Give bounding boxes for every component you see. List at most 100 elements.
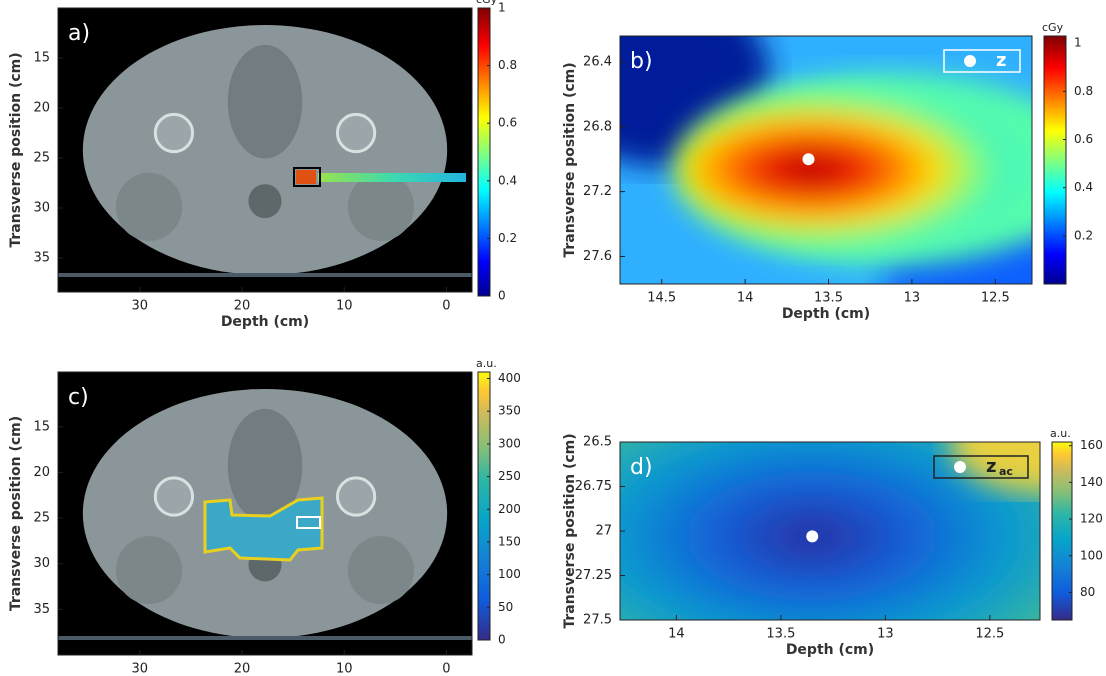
x-tick-label: 0 xyxy=(442,299,450,314)
colorbar-tick-label: 250 xyxy=(498,469,521,483)
colorbar-tick-label: 1 xyxy=(498,1,506,15)
y-tick-label: 30 xyxy=(33,556,50,571)
rectum xyxy=(248,184,281,218)
muscle xyxy=(348,173,414,241)
colorbar-tick-label: 0 xyxy=(498,289,506,303)
colorbar xyxy=(478,8,490,296)
plot-area xyxy=(58,372,472,655)
colorbar-tick-label: 300 xyxy=(498,436,521,450)
colorbar-unit: a.u. xyxy=(1050,427,1071,440)
panel-label: d) xyxy=(630,455,653,480)
y-tick-label: 15 xyxy=(33,419,50,434)
x-tick-label: 12.5 xyxy=(981,291,1010,306)
y-tick-label: 26.8 xyxy=(583,119,612,134)
colorbar-unit: cGy xyxy=(1042,21,1064,34)
legend-subscript: ac xyxy=(999,465,1013,478)
x-tick-label: 30 xyxy=(132,299,149,314)
x-tick-label: 13.5 xyxy=(814,291,843,306)
y-tick-label: 20 xyxy=(33,101,50,116)
colorbar-tick-label: 0.2 xyxy=(498,231,517,245)
y-axis-label: Transverse position (cm) xyxy=(8,52,24,247)
x-tick-label: 14 xyxy=(668,627,685,642)
hip-bone xyxy=(337,114,374,151)
colorbar-unit: a.u. xyxy=(476,357,497,370)
x-tick-label: 30 xyxy=(132,662,149,676)
heat-core xyxy=(678,89,1058,249)
dose-peak xyxy=(296,170,316,184)
colorbar-tick-label: 150 xyxy=(498,534,521,548)
colorbar-tick-label: 50 xyxy=(498,600,513,614)
muscle xyxy=(348,536,414,604)
figure: a)30201001520253035Depth (cm)Transverse … xyxy=(0,0,1106,676)
x-axis-label: Depth (cm) xyxy=(221,314,309,330)
colorbar-tick-label: 140 xyxy=(1080,475,1103,489)
y-tick-label: 27.6 xyxy=(583,249,612,264)
x-tick-label: 10 xyxy=(336,662,353,676)
beam xyxy=(318,173,466,182)
legend-label: z xyxy=(996,50,1006,71)
point xyxy=(806,530,818,542)
colorbar-tick-label: 0.6 xyxy=(1074,132,1093,146)
x-tick-label: 20 xyxy=(234,662,251,676)
y-tick-label: 27.5 xyxy=(583,613,612,628)
colorbar-tick-label: 120 xyxy=(1080,512,1103,526)
y-axis-label: Transverse position (cm) xyxy=(8,416,24,611)
panel-label: b) xyxy=(630,49,653,74)
panel-label: c) xyxy=(68,385,89,410)
x-axis-label: Depth (cm) xyxy=(782,306,870,322)
colorbar-tick-label: 0 xyxy=(498,633,506,647)
muscle xyxy=(116,536,182,604)
x-tick-label: 13.5 xyxy=(766,627,795,642)
colorbar-tick-label: 0.4 xyxy=(498,173,517,187)
colorbar-unit: cGy xyxy=(476,0,498,6)
y-tick-label: 35 xyxy=(33,602,50,617)
colorbar-tick-label: 160 xyxy=(1080,438,1103,452)
y-tick-label: 26.75 xyxy=(575,479,612,494)
colorbar-tick-label: 100 xyxy=(1080,548,1103,562)
y-tick-label: 25 xyxy=(33,511,50,526)
x-tick-label: 14 xyxy=(737,291,754,306)
x-tick-label: 13 xyxy=(904,291,921,306)
y-tick-label: 27 xyxy=(595,524,612,539)
hip-bone xyxy=(155,114,192,151)
colorbar-tick-label: 80 xyxy=(1080,585,1095,599)
x-tick-label: 12.5 xyxy=(975,627,1004,642)
colorbar-tick-label: 0.4 xyxy=(1074,180,1093,194)
panel-label: a) xyxy=(68,21,90,46)
x-tick-label: 13 xyxy=(877,627,894,642)
y-tick-label: 27.2 xyxy=(583,184,612,199)
y-tick-label: 27.25 xyxy=(575,568,612,583)
x-tick-label: 0 xyxy=(442,662,450,676)
y-tick-label: 15 xyxy=(33,51,50,66)
plot-area xyxy=(58,8,472,292)
colorbar-tick-label: 1 xyxy=(1074,36,1082,50)
x-axis-label: Depth (cm) xyxy=(786,642,874,658)
colorbar-tick-label: 100 xyxy=(498,567,521,581)
x-tick-label: 20 xyxy=(234,299,251,314)
legend-marker xyxy=(954,461,966,473)
legend-marker xyxy=(964,55,976,67)
muscle xyxy=(116,173,182,241)
y-tick-label: 25 xyxy=(33,151,50,166)
y-tick-label: 26.4 xyxy=(583,54,612,69)
colorbar-tick-label: 200 xyxy=(498,502,521,516)
y-tick-label: 35 xyxy=(33,251,50,266)
y-tick-label: 20 xyxy=(33,465,50,480)
colorbar xyxy=(1052,442,1072,620)
y-tick-label: 26.5 xyxy=(583,435,612,450)
y-axis-label: Transverse position (cm) xyxy=(562,433,578,628)
colorbar xyxy=(478,372,490,640)
bladder xyxy=(228,45,303,159)
x-tick-label: 14.5 xyxy=(647,291,676,306)
colorbar-tick-label: 0.8 xyxy=(498,58,517,72)
colorbar-tick-label: 0.8 xyxy=(1074,84,1093,98)
colorbar xyxy=(1044,36,1066,284)
colorbar-tick-label: 400 xyxy=(498,371,521,385)
y-tick-label: 30 xyxy=(33,201,50,216)
colorbar-tick-label: 0.6 xyxy=(498,116,517,130)
legend-label: z xyxy=(986,456,996,477)
colorbar-tick-label: 350 xyxy=(498,404,521,418)
y-axis-label: Transverse position (cm) xyxy=(562,62,578,257)
hip-bone xyxy=(155,478,192,515)
colorbar-tick-label: 0.2 xyxy=(1074,228,1093,242)
